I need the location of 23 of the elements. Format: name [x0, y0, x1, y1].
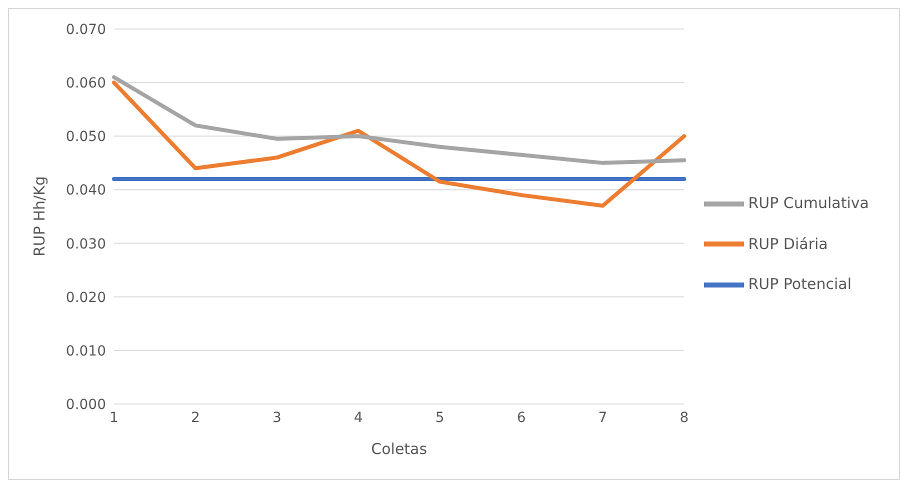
x-tick-label: 1: [110, 410, 118, 426]
y-tick-label: 0.020: [66, 290, 106, 306]
y-tick-label: 0.050: [66, 129, 106, 146]
legend-label: RUP Potencial: [748, 275, 852, 294]
legend-label: RUP Cumulativa: [748, 194, 869, 212]
x-tick-label: 5: [435, 410, 444, 426]
x-tick-label: 4: [354, 410, 363, 426]
x-axis-title: Coletas: [371, 440, 428, 458]
y-tick-label: 0.000: [66, 396, 106, 413]
line-series: [112, 75, 686, 165]
x-tick-label: 3: [272, 410, 282, 426]
x-tick-label: 7: [598, 410, 608, 426]
y-tick-label: 0.060: [66, 76, 106, 92]
x-tick-label: 8: [680, 410, 689, 426]
y-tick-label: 0.070: [66, 22, 106, 38]
x-tick-label: 2: [190, 410, 200, 426]
x-tick-label: 6: [516, 410, 526, 426]
legend-label: RUP Diária: [748, 234, 828, 253]
y-tick-label: 0.040: [66, 182, 106, 199]
y-axis-title: RUP Hh/Kg: [30, 176, 48, 256]
y-tick-label: 0.030: [66, 236, 106, 252]
line-series: [112, 80, 686, 208]
y-tick-label: 0.010: [66, 343, 106, 360]
